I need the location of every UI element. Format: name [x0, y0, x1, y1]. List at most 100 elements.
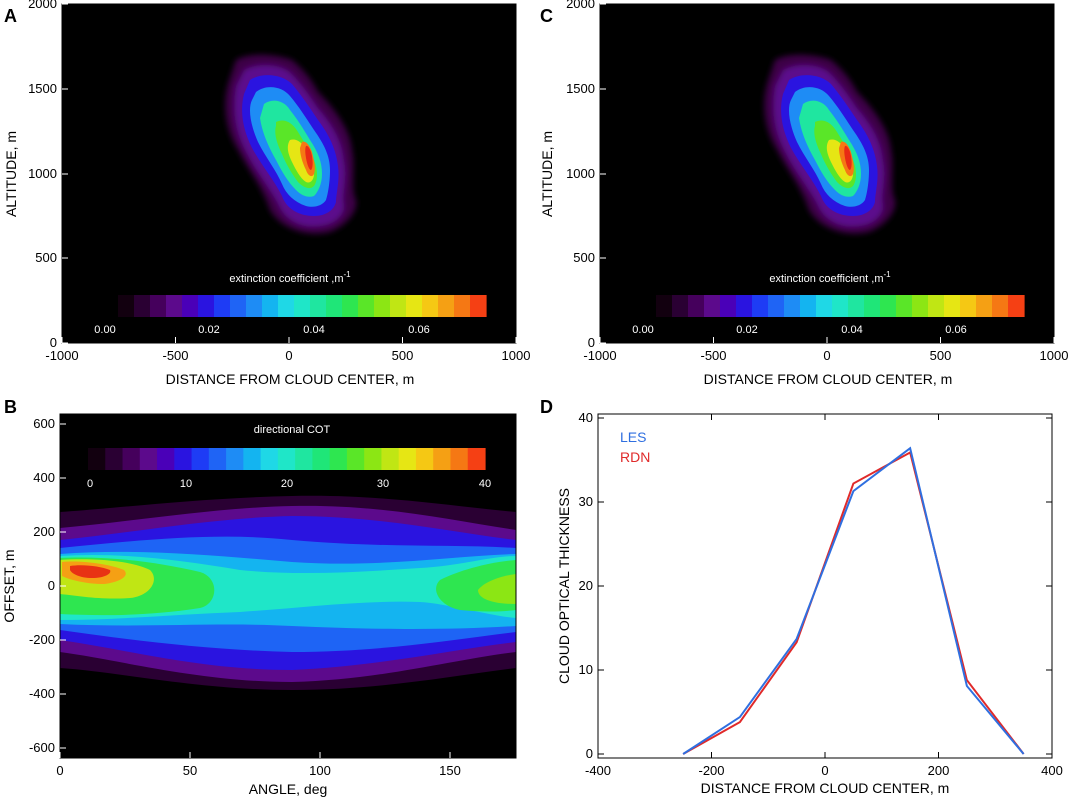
panel-c-letter: C: [540, 6, 553, 26]
y-tick-label: 2000: [566, 0, 595, 11]
colorbar-cell: [214, 295, 231, 317]
x-tick-label: -500: [162, 348, 188, 363]
panel-a-colorbar-ticks: 0.00 0.02 0.04 0.06: [94, 324, 429, 336]
colorbar-cell: [390, 295, 407, 317]
panel-d-letter: D: [540, 397, 553, 417]
colorbar-cell: [422, 295, 439, 317]
x-tick-label: 0: [56, 763, 63, 778]
y-tick-label: 400: [33, 470, 55, 485]
colorbar-cell: [260, 448, 279, 470]
colorbar-cell: [134, 295, 151, 317]
band-contour: [70, 565, 111, 578]
colorbar-cell: [166, 295, 183, 317]
x-tick-label: 500: [930, 348, 952, 363]
panel-c-xlabel: DISTANCE FROM CLOUD CENTER, m: [704, 371, 953, 387]
panel-b-xlabel: ANGLE, deg: [249, 781, 328, 797]
colorbar-cell: [226, 448, 244, 470]
colorbar-tick-label: 0.04: [303, 324, 324, 336]
colorbar-cell: [960, 295, 977, 317]
y-tick-label: 0: [586, 746, 593, 761]
x-tick-label: 400: [1041, 763, 1063, 778]
colorbar-cell: [150, 295, 167, 317]
colorbar-cell: [720, 295, 737, 317]
colorbar-cell: [310, 295, 327, 317]
panel-c-axes: -1000 -500 0 500 1000 0 500 1000 1500 2000: [566, 0, 1068, 363]
colorbar-cell: [450, 448, 469, 470]
y-tick-label: 30: [579, 494, 593, 509]
panel-a-letter: A: [4, 6, 17, 26]
x-tick-label: 500: [392, 348, 414, 363]
legend-les: LES: [620, 429, 646, 445]
series-line-les: [682, 446, 1025, 755]
y-tick-label: -200: [29, 632, 55, 647]
cloud-contour: [305, 145, 313, 170]
colorbar-cell: [454, 295, 471, 317]
panel-c-colorbar: [656, 295, 1025, 317]
colorbar-cell: [470, 295, 487, 317]
panel-b-ylabel: OFFSET, m: [1, 549, 17, 622]
panel-a-xlabel: DISTANCE FROM CLOUD CENTER, m: [166, 371, 415, 387]
x-tick-label: -500: [700, 348, 726, 363]
y-tick-label: 20: [579, 578, 593, 593]
colorbar-tick-label: 30: [377, 478, 389, 490]
panel-a-ylabel: ALTITUDE, m: [3, 131, 19, 217]
panel-a-cloud: [225, 54, 357, 234]
colorbar-cell: [784, 295, 801, 317]
x-tick-label: 1000: [502, 348, 531, 363]
colorbar-cell: [208, 448, 227, 470]
colorbar-cell: [1008, 295, 1025, 317]
x-tick-label: 100: [309, 763, 331, 778]
panel-b-colorbar: [88, 448, 486, 470]
x-tick-label: 150: [439, 763, 461, 778]
panel-b-band: [60, 495, 516, 690]
y-tick-label: 200: [33, 524, 55, 539]
colorbar-cell: [118, 295, 135, 317]
x-tick-label: 0: [285, 348, 292, 363]
panel-d-xlabel: DISTANCE FROM CLOUD CENTER, m: [701, 780, 950, 796]
colorbar-cell: [992, 295, 1009, 317]
colorbar-tick-label: 20: [281, 478, 293, 490]
colorbar-cell: [295, 448, 313, 470]
colorbar-cell: [976, 295, 993, 317]
y-tick-label: 600: [33, 416, 55, 431]
panel-b-colorbar-title: directional COT: [254, 424, 331, 436]
colorbar-cell: [342, 295, 359, 317]
panel-d-ylabel: CLOUD OPTICAL THICKNESS: [556, 488, 572, 684]
panel-d: D -400 -200 0 200 400 0 10 20 30 40 LES RDN DISTA…: [540, 397, 1063, 796]
panel-b-letter: B: [4, 397, 17, 417]
colorbar-cell: [880, 295, 897, 317]
panel-a-colorbar: [118, 295, 487, 317]
colorbar-tick-label: 0.00: [94, 324, 115, 336]
colorbar-cell: [358, 295, 375, 317]
colorbar-cell: [864, 295, 881, 317]
colorbar-tick-label: 0.02: [198, 324, 219, 336]
colorbar-tick-label: 0.06: [945, 324, 966, 336]
legend-rdn: RDN: [620, 449, 650, 465]
colorbar-cell: [243, 448, 262, 470]
y-tick-label: -600: [29, 740, 55, 755]
y-tick-label: -400: [29, 686, 55, 701]
colorbar-cell: [398, 448, 417, 470]
y-tick-label: 2000: [28, 0, 57, 11]
x-tick-label: -200: [698, 763, 724, 778]
colorbar-cell: [230, 295, 247, 317]
colorbar-cell: [752, 295, 769, 317]
cloud-contour: [844, 145, 852, 170]
colorbar-cell: [277, 448, 296, 470]
y-tick-label: 10: [579, 662, 593, 677]
colorbar-cell: [278, 295, 295, 317]
panel-d-axes: -400 -200 0 200 400 0 10 20 30 40: [579, 410, 1063, 778]
colorbar-tick-label: 10: [180, 478, 192, 490]
colorbar-cell: [329, 448, 348, 470]
series-line-rdn: [682, 450, 1025, 755]
x-tick-label: 0: [823, 348, 830, 363]
colorbar-cell: [198, 295, 215, 317]
colorbar-cell: [294, 295, 311, 317]
colorbar-tick-label: 0.00: [632, 324, 653, 336]
colorbar-tick-label: 0.02: [736, 324, 757, 336]
x-tick-label: 200: [928, 763, 950, 778]
colorbar-cell: [346, 448, 365, 470]
colorbar-cell: [246, 295, 263, 317]
colorbar-cell: [122, 448, 141, 470]
